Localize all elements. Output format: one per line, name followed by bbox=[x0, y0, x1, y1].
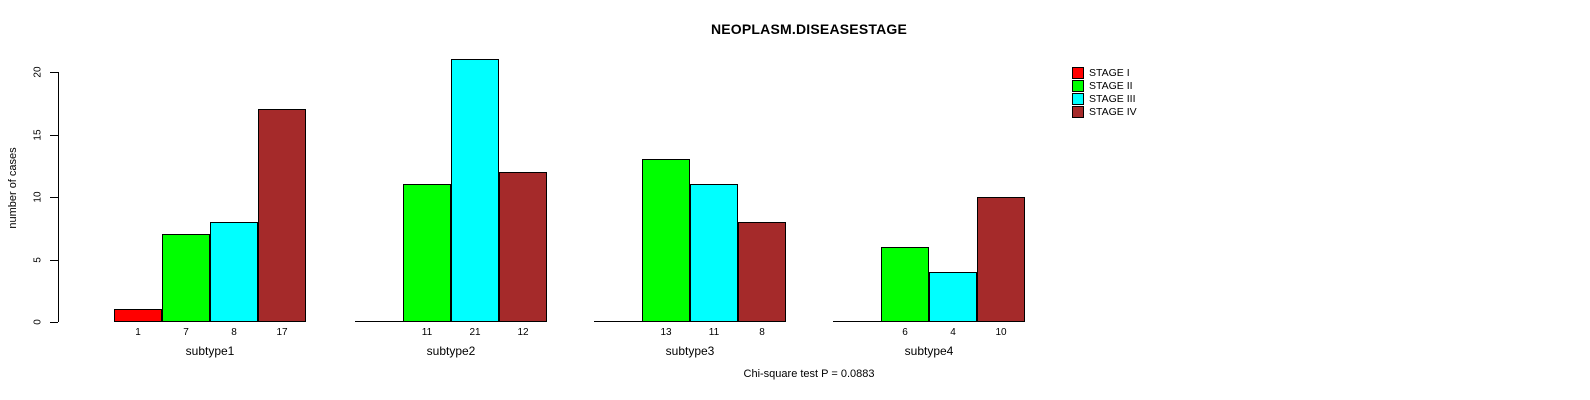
category-label-subtype1: subtype1 bbox=[185, 344, 235, 358]
bar-value-label: 4 bbox=[950, 327, 956, 338]
bar-stage-ii bbox=[881, 247, 929, 322]
bar-stage-ii bbox=[162, 234, 210, 322]
bar-value-label: 11 bbox=[421, 327, 433, 338]
legend-row: STAGE IV bbox=[1072, 105, 1137, 118]
legend-row: STAGE III bbox=[1072, 92, 1137, 105]
bar-stage-i bbox=[114, 309, 162, 322]
legend: STAGE I STAGE II STAGE III STAGE IV bbox=[1072, 66, 1137, 118]
bar-value-label: 13 bbox=[660, 327, 672, 338]
bar-stage-iv bbox=[738, 222, 786, 322]
bar-stage-ii bbox=[642, 159, 690, 322]
bar-value-label: 10 bbox=[995, 327, 1007, 338]
bar-value-label: 6 bbox=[902, 327, 908, 338]
zero-height-bar bbox=[594, 321, 642, 322]
category-label-subtype3: subtype3 bbox=[665, 344, 715, 358]
y-tick-label: 20 bbox=[32, 66, 44, 78]
legend-swatch-icon bbox=[1072, 79, 1084, 92]
category-label-subtype2: subtype2 bbox=[426, 344, 476, 358]
legend-label: STAGE III bbox=[1089, 92, 1136, 105]
zero-height-bar bbox=[355, 321, 403, 322]
y-tick-label: 0 bbox=[32, 319, 44, 325]
legend-label: STAGE IV bbox=[1089, 105, 1137, 118]
bar-value-label: 8 bbox=[759, 327, 765, 338]
chart-title: NEOPLASM.DISEASESTAGE bbox=[710, 21, 908, 37]
bar-value-label: 1 bbox=[135, 327, 141, 338]
bar-stage-iv bbox=[258, 109, 306, 322]
y-axis-label: number of cases bbox=[7, 147, 19, 229]
y-tick-mark bbox=[50, 134, 58, 136]
bar-value-label: 17 bbox=[276, 327, 288, 338]
legend-label: STAGE II bbox=[1089, 79, 1133, 92]
zero-height-bar bbox=[833, 321, 881, 322]
legend-swatch-icon bbox=[1072, 105, 1084, 118]
y-tick-label: 15 bbox=[32, 128, 44, 141]
bar-stage-iii bbox=[929, 272, 977, 322]
y-axis-line bbox=[58, 72, 59, 322]
legend-label: STAGE I bbox=[1089, 66, 1130, 79]
y-tick-mark bbox=[50, 197, 58, 198]
legend-swatch-icon bbox=[1072, 66, 1084, 79]
y-tick-mark bbox=[50, 322, 58, 323]
bar-stage-iii bbox=[690, 184, 738, 322]
legend-row: STAGE II bbox=[1072, 79, 1137, 92]
bar-stage-ii bbox=[403, 184, 451, 322]
legend-row: STAGE I bbox=[1072, 66, 1137, 79]
legend-swatch-icon bbox=[1072, 92, 1084, 105]
category-label-subtype4: subtype4 bbox=[904, 344, 954, 358]
bar-value-label: 21 bbox=[469, 327, 481, 338]
bar-stage-iii bbox=[451, 59, 499, 322]
bar-stage-iv bbox=[499, 172, 547, 322]
y-tick-mark bbox=[50, 259, 58, 261]
bar-stage-iii bbox=[210, 222, 258, 322]
bar-stage-iv bbox=[977, 197, 1025, 322]
bar-value-label: 7 bbox=[183, 327, 189, 338]
y-tick-mark bbox=[50, 72, 58, 73]
bar-value-label: 11 bbox=[708, 327, 720, 338]
chi-square-footnote: Chi-square test P = 0.0883 bbox=[743, 368, 875, 380]
y-tick-label: 5 bbox=[32, 256, 44, 263]
bar-value-label: 8 bbox=[231, 327, 237, 338]
bar-value-label: 12 bbox=[517, 327, 529, 338]
y-tick-label: 10 bbox=[32, 191, 44, 203]
